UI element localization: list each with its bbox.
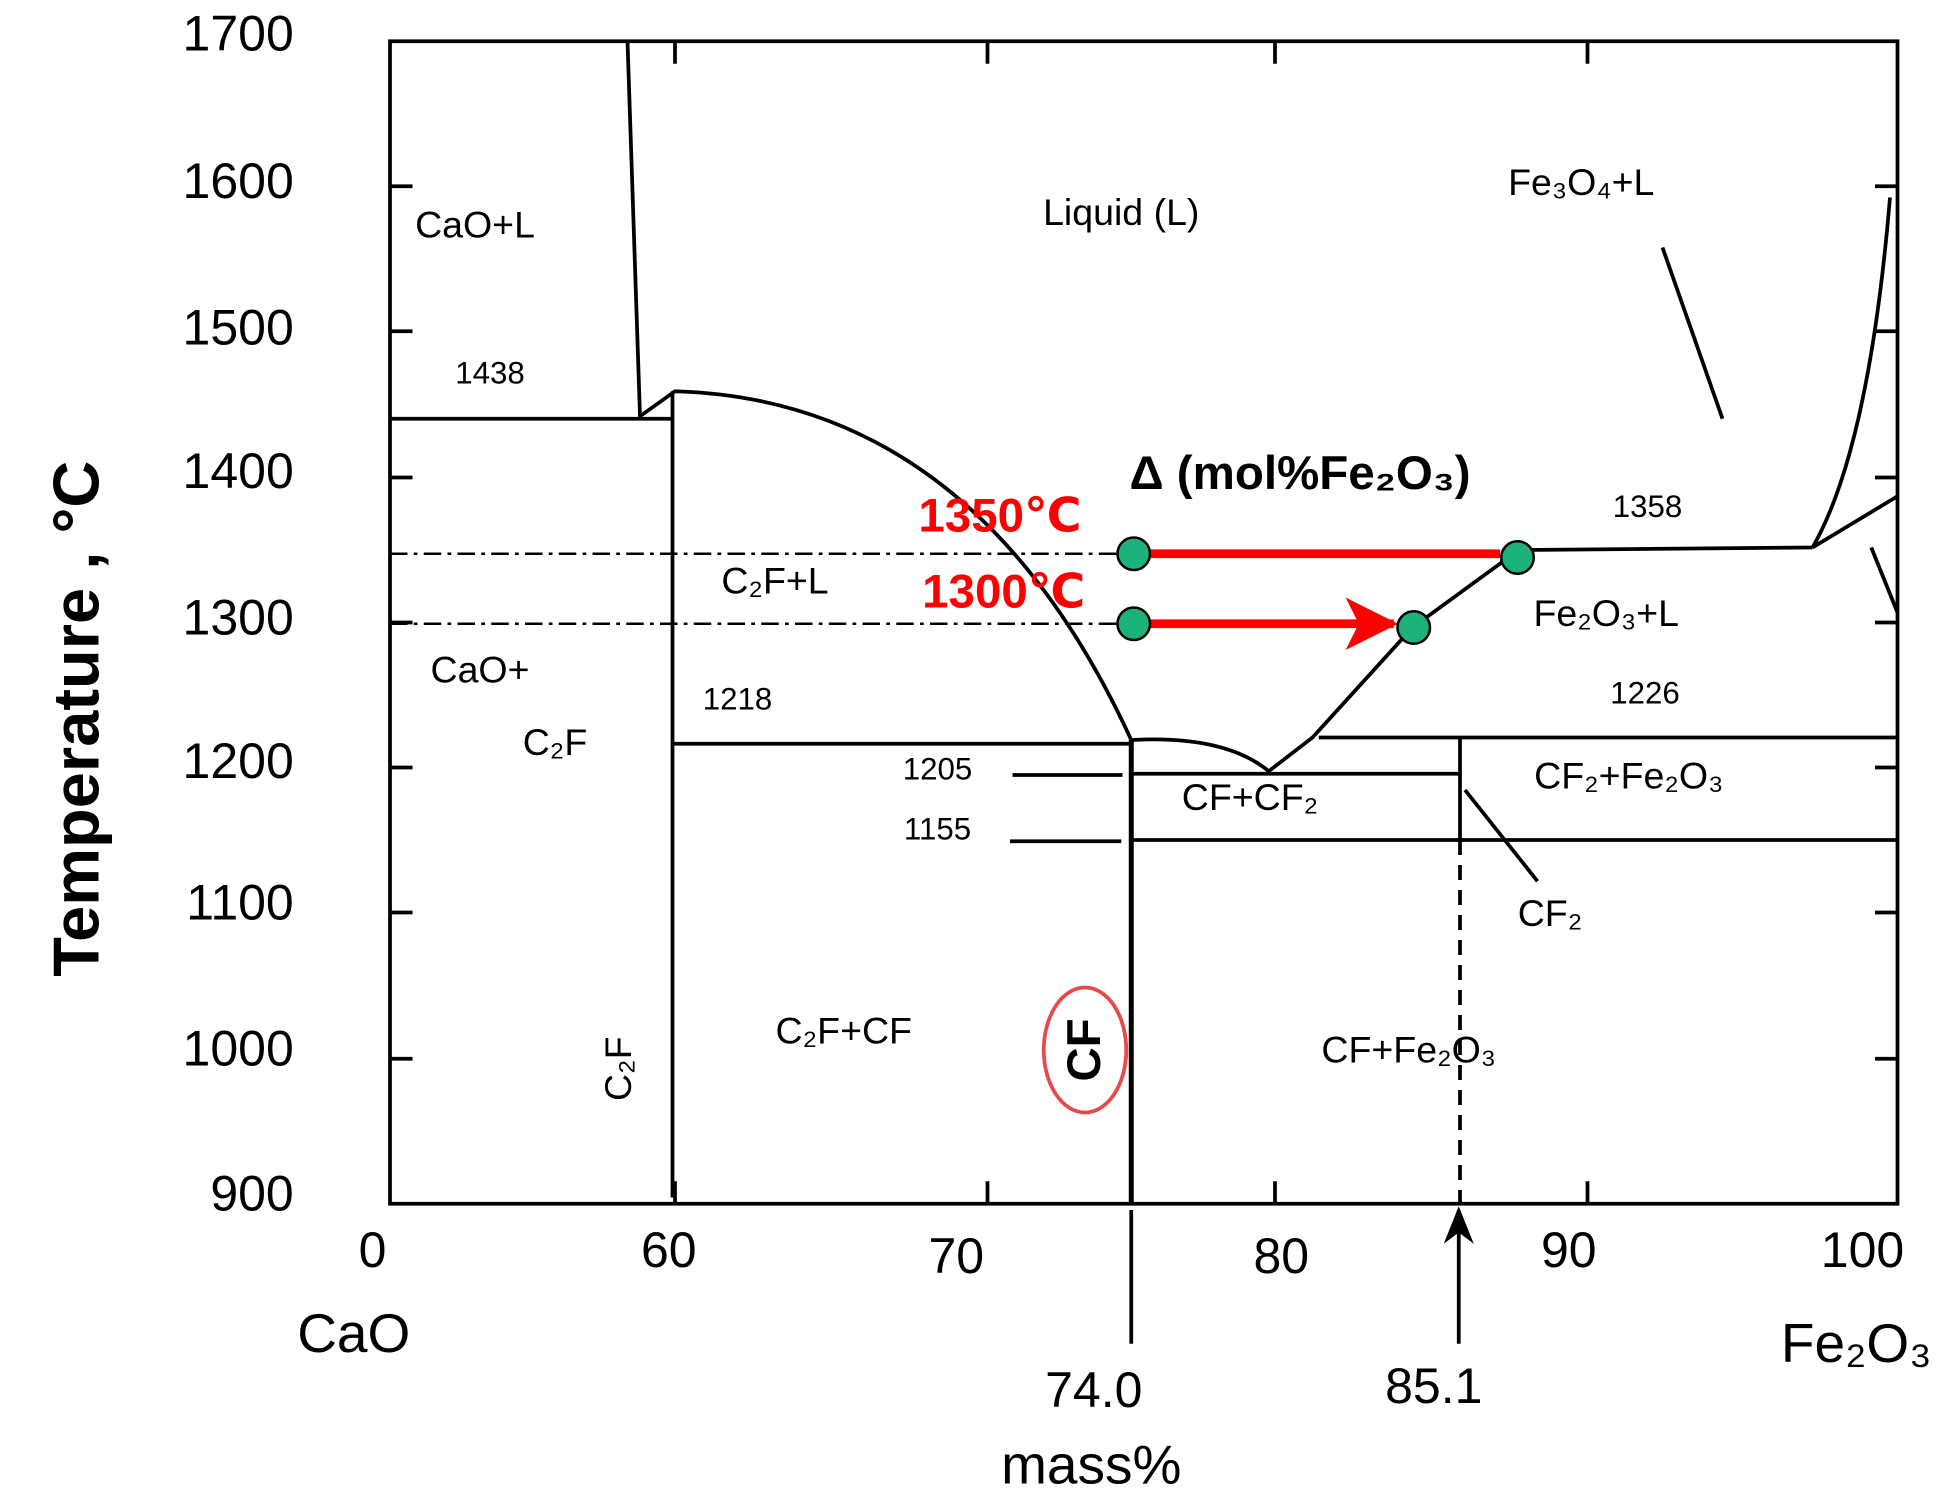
delta-label: Δ (mol%Fe₂O₃) (1129, 447, 1470, 500)
x-tick: 80 (1253, 1228, 1309, 1284)
temperature-label: 1438 (455, 355, 525, 390)
arrows (1010, 246, 1725, 1344)
x-axis-label: mass% (1001, 1433, 1181, 1495)
region-label: CF+CF₂ (1182, 776, 1318, 818)
region-label: CaO+ (430, 648, 529, 690)
temperature-annotation: 1350℃ (918, 489, 1081, 542)
region-label: Liquid (L) (1043, 191, 1199, 233)
y-tick: 1200 (183, 733, 294, 789)
region-label: CF (1058, 1018, 1111, 1081)
region-label: C₂F (597, 1036, 639, 1101)
x-tick: 70 (928, 1228, 984, 1284)
region-label: CF+Fe₂O₃ (1321, 1028, 1496, 1070)
regions: CaO+L Liquid (L) Fe₃O₄+L C₂F+L CaO+ C₂F … (415, 161, 1723, 1101)
region-label: Fe₂O₃+L (1533, 592, 1679, 634)
region-label: C₂F+CF (776, 1010, 912, 1052)
temperature-label: 1358 (1613, 489, 1683, 524)
region-label: C₂F+L (721, 560, 828, 602)
y-tick: 1100 (186, 874, 294, 930)
x-tick: 60 (641, 1222, 697, 1278)
temperature-label: 1218 (703, 682, 773, 717)
y-tick: 1600 (183, 153, 294, 209)
phase-boundaries (390, 41, 1900, 1204)
temperatures: 1438 1358 1218 1226 1205 1155 (455, 355, 1682, 846)
x-ticks: 0 60 70 80 90 100 (359, 1222, 1905, 1284)
region-label: C₂F (523, 721, 588, 763)
temperature-label: 1205 (903, 752, 973, 787)
y-tick: 1700 (183, 6, 294, 62)
y-tick: 1500 (183, 299, 294, 355)
x-tick: 0 (359, 1222, 387, 1278)
temperature-label: 1226 (1610, 675, 1680, 710)
y-tick: 1300 (183, 589, 294, 645)
y-tick: 1400 (183, 443, 294, 499)
temperature-annotation: 1300℃ (922, 566, 1085, 619)
y-axis-label: Temperature , °C (39, 461, 112, 977)
composition: 85.1 (1385, 1358, 1482, 1414)
x-tick: 90 (1541, 1222, 1597, 1278)
region-label: Fe₃O₄+L (1508, 161, 1654, 203)
region-label: CF₂+Fe₂O₃ (1534, 755, 1723, 797)
y-tick: 900 (210, 1166, 293, 1222)
x-tick: 100 (1821, 1222, 1904, 1278)
composition: 74.0 (1045, 1362, 1142, 1418)
region-label: CaO+L (415, 203, 535, 245)
x-left-label: CaO (297, 1302, 410, 1364)
x-right-label: Fe₂O₃ (1781, 1312, 1932, 1374)
y-ticks: 1700 1600 1500 1400 1300 1200 1100 1000 … (183, 6, 294, 1222)
region-label: CF₂ (1518, 892, 1583, 934)
temperature-label: 1155 (904, 812, 971, 847)
y-tick: 1000 (183, 1021, 294, 1077)
